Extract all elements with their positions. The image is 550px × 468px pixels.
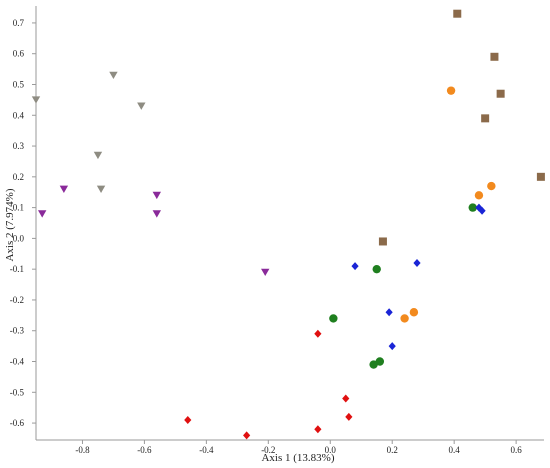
- data-point-circle: [329, 314, 338, 323]
- data-point-square: [453, 9, 462, 18]
- data-point-diamond: [184, 415, 192, 424]
- data-point-triangle-down: [152, 191, 162, 200]
- x-tick-label: -0.8: [75, 445, 90, 455]
- data-point-diamond: [342, 394, 350, 403]
- data-point-square: [496, 89, 505, 98]
- data-point-triangle-down: [261, 268, 270, 277]
- y-tick-label: 0.2: [13, 172, 24, 182]
- y-tick-label: -0.6: [10, 418, 25, 428]
- data-point-diamond: [385, 308, 393, 317]
- data-point-circle: [468, 203, 477, 212]
- data-point-square: [536, 172, 545, 181]
- data-point-diamond: [314, 425, 322, 434]
- data-point-square: [490, 52, 499, 61]
- x-tick-label: 0.4: [449, 445, 461, 455]
- x-axis-title: Axis 1 (13.83%): [261, 452, 334, 464]
- x-tick-label: 0.2: [387, 445, 398, 455]
- x-tick-label: -0.2: [261, 445, 275, 455]
- data-point-diamond: [345, 412, 353, 421]
- data-point-triangle-down: [96, 185, 106, 193]
- data-point-triangle-down: [37, 210, 47, 218]
- data-point-diamond: [351, 262, 359, 271]
- y-tick-label: 0.4: [13, 110, 25, 120]
- y-tick-label: 0.6: [13, 49, 25, 59]
- y-tick-label: 0.0: [13, 233, 25, 243]
- y-tick-label: -0.5: [10, 387, 25, 397]
- y-tick-label: -0.2: [10, 295, 24, 305]
- data-point-square: [378, 237, 387, 246]
- data-point-diamond: [478, 206, 486, 215]
- data-point-diamond: [388, 342, 396, 351]
- y-tick-label: -0.3: [10, 326, 25, 336]
- y-tick-label: 0.7: [13, 18, 25, 28]
- data-point-circle: [375, 357, 385, 366]
- y-tick-label: -0.1: [10, 264, 24, 274]
- y-tick-label: 0.1: [13, 203, 24, 213]
- x-tick-label: 0.6: [510, 445, 522, 455]
- data-point-triangle-down: [93, 151, 103, 160]
- x-ticks: -0.8 -0.6 -0.4 -0.2 0.0 0.2 0.4 0.6: [75, 440, 522, 455]
- x-tick-label: -0.4: [199, 445, 214, 455]
- data-point-diamond: [413, 259, 421, 268]
- axes: [35, 6, 544, 441]
- y-tick-label: 0.3: [13, 141, 25, 151]
- y-tick-label: -0.4: [10, 357, 25, 367]
- data-point-circle: [409, 308, 419, 317]
- data-point-circle: [487, 181, 496, 191]
- data-point-diamond: [243, 431, 251, 440]
- y-tick-label: 0.5: [13, 79, 25, 89]
- data-point-circle: [372, 264, 381, 274]
- data-point-circle: [369, 360, 378, 369]
- data-point-triangle-down: [137, 102, 146, 110]
- x-tick-label: -0.6: [137, 445, 152, 455]
- data-point-circle: [446, 86, 456, 95]
- data-point-triangle-down: [59, 185, 69, 193]
- y-axis-title: Axis 2 (7.974%): [4, 188, 16, 261]
- data-point-diamond: [314, 329, 322, 338]
- y-ticks: -0.6 -0.5 -0.4 -0.3 -0.2 -0.1 0.0 0.1 0.2 0.3 0.4 0…: [10, 18, 36, 428]
- data-point-circle: [400, 314, 409, 323]
- data-point-triangle-down: [152, 210, 162, 218]
- data-point-triangle-down: [109, 71, 118, 80]
- data-points: [31, 9, 545, 440]
- data-point-circle: [474, 191, 484, 200]
- data-point-square: [481, 114, 490, 123]
- x-tick-label: 0.0: [325, 445, 337, 455]
- data-point-triangle-down: [31, 96, 41, 104]
